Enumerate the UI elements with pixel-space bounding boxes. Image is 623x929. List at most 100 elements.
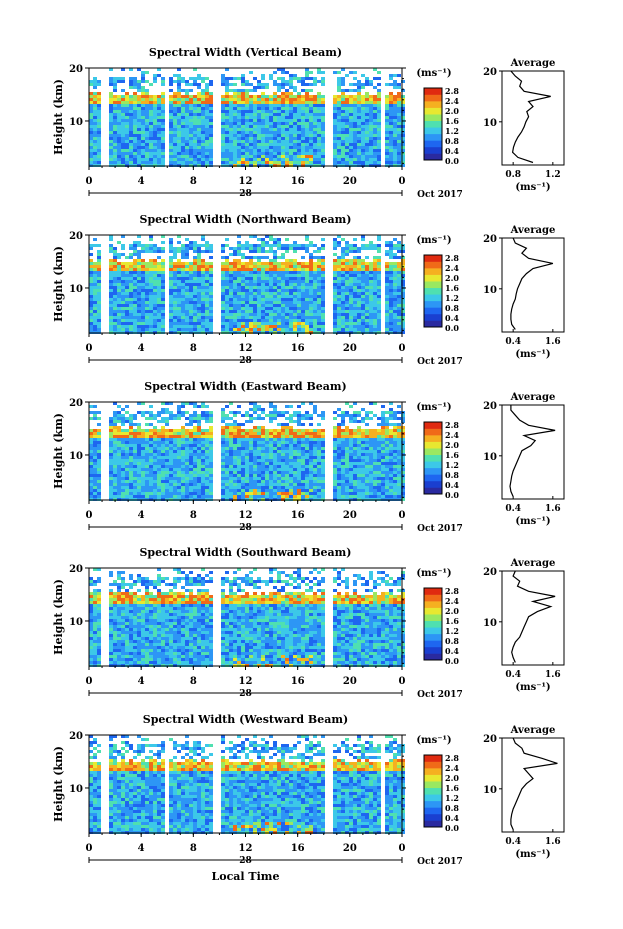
panel-title: Spectral Width (Southward Beam): [139, 546, 351, 559]
colorbar-segment: [424, 140, 442, 148]
colorbar-tick-label: 1.6: [445, 616, 459, 626]
heatmap-cells: [89, 235, 405, 334]
x-tick-label: 12: [239, 510, 253, 521]
colorbar-segment: [424, 646, 442, 654]
colorbar-frame: [423, 421, 443, 495]
x-tick-label: 0: [86, 176, 93, 187]
heatmap-cells: [89, 402, 405, 501]
day-label: 28: [239, 856, 252, 866]
average-y-tick-label: 10: [483, 618, 497, 629]
heatmap-cells: [89, 68, 405, 167]
colorbar-tick-label: 0.8: [445, 136, 459, 146]
heatmap-cells: [89, 568, 405, 667]
colorbar-segment: [424, 607, 442, 615]
x-tick-label: 12: [239, 343, 253, 354]
colorbar-tick-label: 2.8: [445, 753, 459, 763]
colorbar-tick-label: 2.0: [445, 606, 459, 616]
x-tick-label: 4: [138, 843, 145, 854]
colorbar-tick-label: 2.8: [445, 86, 459, 96]
x-tick-label: 4: [138, 176, 145, 187]
average-y-tick-label: 20: [483, 734, 497, 745]
colorbar-segment: [424, 461, 442, 469]
average-x-tick-label: 1.2: [545, 170, 561, 180]
colorbar-tick-label: 1.2: [445, 126, 459, 136]
colorbar-segment: [424, 133, 442, 141]
colorbar-tick-label: 0.4: [445, 813, 459, 823]
average-profile-line: [511, 570, 556, 663]
average-y-tick-label: 20: [483, 234, 497, 245]
colorbar-segment: [424, 320, 442, 328]
x-tick-label: 12: [239, 176, 253, 187]
average-x-tick-label: 0.4: [505, 837, 521, 847]
y-tick-label: 20: [69, 64, 83, 75]
panel-1: Spectral Width (Northward Beam) Height (k…: [52, 213, 565, 367]
colorbar-tick-label: 0.0: [445, 156, 459, 166]
average-y-tick-label: 10: [483, 285, 497, 296]
day-label: 28: [239, 189, 252, 199]
colorbar-tick-label: 2.0: [445, 773, 459, 783]
x-tick-label: 0: [86, 343, 93, 354]
colorbar-segment: [424, 281, 442, 289]
average-x-tick-label: 1.6: [545, 837, 561, 847]
colorbar-segment: [424, 101, 442, 108]
colorbar-tick-label: 0.0: [445, 823, 459, 833]
colorbar-tick-label: 2.8: [445, 253, 459, 263]
colorbar-tick-label: 2.4: [445, 596, 459, 606]
x-tick-label: 8: [190, 843, 197, 854]
colorbar-tick-label: 0.8: [445, 470, 459, 480]
average-x-label: (ms⁻¹): [515, 349, 550, 360]
panel-2: Spectral Width (Eastward Beam) Height (km…: [52, 380, 565, 534]
y-axis-label: Height (km): [52, 746, 65, 822]
colorbar-segment: [424, 294, 442, 302]
panel-4: Spectral Width (Westward Beam) Height (km…: [52, 713, 565, 867]
colorbar-tick-label: 0.0: [445, 323, 459, 333]
y-tick-label: 10: [69, 784, 83, 795]
average-x-tick-label: 1.6: [545, 670, 561, 680]
colorbar-segment: [424, 588, 442, 595]
x-tick-label: 20: [343, 843, 357, 854]
colorbar-tick-label: 2.4: [445, 263, 459, 273]
colorbar-tick-label: 2.0: [445, 273, 459, 283]
date-label: Oct 2017: [417, 524, 463, 534]
colorbar-unit: (ms⁻¹): [416, 235, 451, 246]
colorbar-tick-label: 1.6: [445, 450, 459, 460]
average-frame: [501, 570, 565, 666]
colorbar-segment: [424, 807, 442, 815]
average-y-tick-label: 20: [483, 401, 497, 412]
x-tick-label: 20: [343, 676, 357, 687]
date-label: Oct 2017: [417, 357, 463, 367]
colorbar-segment: [424, 454, 442, 462]
day-label: 28: [239, 689, 252, 699]
x-tick-label: 0: [399, 843, 406, 854]
date-label: Oct 2017: [417, 690, 463, 700]
colorbar-segment: [424, 261, 442, 269]
average-x-label: (ms⁻¹): [515, 849, 550, 860]
x-tick-label: 12: [239, 843, 253, 854]
average-y-tick-label: 20: [483, 67, 497, 78]
average-title: Average: [510, 58, 556, 69]
y-tick-label: 10: [69, 284, 83, 295]
average-frame: [501, 70, 565, 166]
colorbar-unit: (ms⁻¹): [416, 68, 451, 79]
colorbar-segment: [424, 274, 442, 282]
colorbar-segment: [424, 467, 442, 475]
colorbar-segment: [424, 768, 442, 775]
colorbar-segment: [424, 120, 442, 128]
colorbar-tick-label: 0.8: [445, 636, 459, 646]
x-tick-label: 20: [343, 176, 357, 187]
panel-3: Spectral Width (Southward Beam) Height (k…: [52, 546, 565, 700]
average-x-label: (ms⁻¹): [515, 182, 550, 193]
colorbar-tick-label: 0.0: [445, 490, 459, 500]
average-profile-line: [509, 405, 556, 497]
average-x-tick-label: 1.6: [545, 337, 561, 347]
average-x-tick-label: 0.4: [505, 504, 521, 514]
colorbar-tick-label: 0.0: [445, 656, 459, 666]
colorbar-segment: [424, 127, 442, 135]
y-tick-label: 20: [69, 398, 83, 409]
colorbar-frame: [423, 254, 443, 328]
colorbar-frame: [423, 87, 443, 161]
colorbar-segment: [424, 755, 442, 762]
average-x-tick-label: 0.8: [505, 170, 521, 180]
colorbar-segment: [424, 422, 442, 429]
